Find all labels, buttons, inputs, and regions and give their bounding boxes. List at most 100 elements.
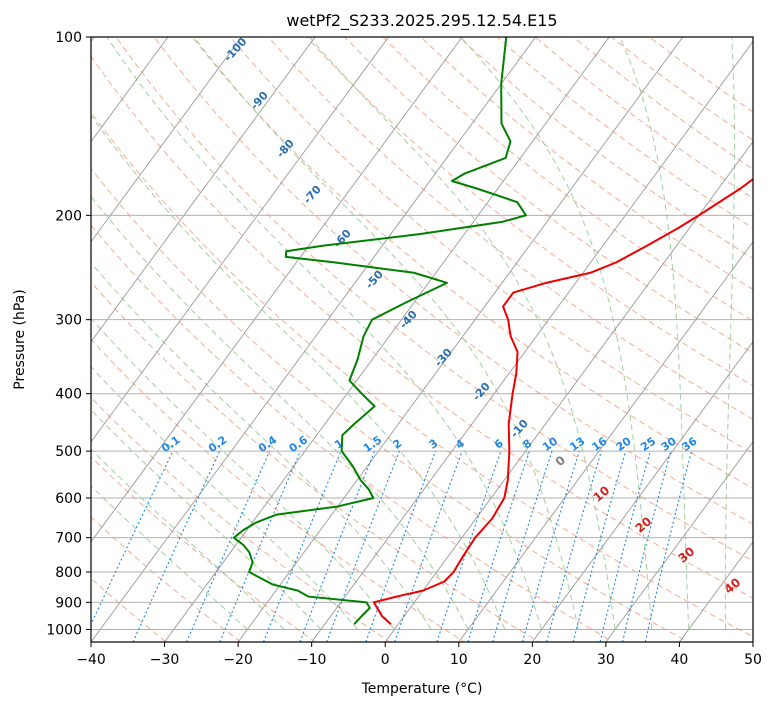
moist-adiabat-line: [91, 261, 432, 630]
wet-bulb-label: -90: [248, 89, 271, 113]
isotherm-line: [91, 37, 169, 143]
y-axis-label: Pressure (hPa): [12, 289, 28, 389]
dry-adiabat-line: [420, 37, 753, 290]
mixing-ratio-line: [365, 450, 437, 642]
mixing-ratio-line: [546, 450, 602, 642]
y-tick-label: 200: [55, 208, 82, 224]
y-tick-label: 600: [55, 491, 82, 507]
y-tick-label: 1000: [46, 622, 82, 638]
dry-adiabat-line: [91, 224, 615, 642]
x-tick-label: −40: [76, 652, 106, 668]
dry-adiabat-line: [534, 37, 753, 199]
y-tick-label: 300: [55, 313, 82, 329]
wet-bulb-label: -70: [301, 183, 324, 207]
isotherm-line: [678, 541, 753, 642]
moist-adiabat-line: [91, 485, 248, 630]
moist-adiabat-line: [106, 37, 543, 630]
isotherm-label: 20: [633, 514, 655, 535]
x-tick-label: −10: [297, 652, 327, 668]
moist-adiabat-line: [91, 317, 395, 630]
dry-adiabat-line: [229, 37, 753, 454]
wet-bulb-label: -80: [274, 137, 297, 161]
x-tick-label: 10: [450, 652, 468, 668]
mixing-ratio-line: [394, 450, 463, 642]
x-tick-label: 0: [381, 652, 390, 668]
mixing-ratio-line: [132, 450, 221, 642]
mixing-ratio-line: [186, 450, 271, 642]
temperature-profile-line: [372, 177, 753, 625]
mixing-ratio-line: [622, 450, 672, 642]
dry-adiabat-line: [91, 55, 753, 599]
mixing-ratio-line: [572, 450, 627, 642]
mixing-ratio-line: [91, 450, 174, 626]
isotherm-line: [91, 37, 316, 343]
dewpoint-profile-line: [232, 37, 527, 625]
mixing-ratio-line: [467, 450, 530, 642]
dry-adiabat-line: [91, 167, 690, 642]
y-tick-label: 500: [55, 444, 82, 460]
mixing-ratio-label: 0.2: [206, 433, 229, 455]
mixing-ratio-label: 6: [492, 437, 506, 452]
mixing-ratio-line: [599, 450, 651, 642]
wet-bulb-label: -30: [432, 346, 455, 370]
isotherm-line: [91, 37, 537, 642]
isotherm-line: [311, 40, 753, 642]
x-tick-label: 40: [671, 652, 689, 668]
isotherm-label: 0: [553, 453, 568, 469]
moist-adiabat-line: [619, 37, 690, 630]
dry-adiabat-line: [91, 396, 391, 642]
x-tick-label: 20: [523, 652, 541, 668]
isotherm-line: [605, 441, 753, 642]
isotherm-label: 30: [676, 544, 698, 565]
mixing-ratio-line: [436, 450, 502, 642]
x-tick-label: 50: [744, 652, 762, 668]
mixing-ratio-line: [299, 450, 376, 642]
mixing-ratio-line: [326, 450, 400, 642]
dry-adiabat-line: [91, 456, 317, 642]
moist-adiabat-line: [460, 37, 653, 630]
mixing-ratio-line: [219, 450, 301, 642]
mixing-ratio-label: 4: [453, 437, 467, 452]
isotherm-line: [531, 341, 753, 642]
isotherm-line: [91, 37, 243, 243]
wet-bulb-label: -40: [397, 308, 420, 332]
mixing-ratio-label: 1.5: [361, 433, 384, 455]
moist-adiabat-line: [91, 448, 285, 630]
mixing-ratio-line: [262, 450, 342, 642]
chart-title: wetPf2_S233.2025.295.12.54.E15: [286, 11, 557, 31]
mixing-ratio-line: [521, 450, 580, 642]
wet-bulb-label: -100: [221, 35, 249, 64]
isotherm-label: 40: [722, 575, 744, 596]
x-tick-label: −20: [223, 652, 253, 668]
isotherm-line: [91, 37, 390, 443]
isotherm-line: [163, 37, 610, 642]
mixing-ratio-label: 0.4: [256, 433, 280, 455]
dry-adiabat-line: [305, 37, 753, 387]
mixing-ratio-label: 8: [521, 437, 535, 452]
mixing-ratio-label: 2: [391, 437, 405, 452]
dry-adiabat-line: [91, 281, 541, 642]
y-tick-label: 400: [55, 387, 82, 403]
isotherm-line: [237, 37, 684, 642]
dry-adiabat-line: [91, 516, 242, 642]
mixing-ratio-label: 3: [427, 437, 441, 452]
y-tick-label: 900: [55, 595, 82, 611]
isotherm-label: 10: [591, 483, 613, 504]
y-tick-label: 700: [55, 531, 82, 547]
plot-frame: [90, 36, 754, 643]
mixing-ratio-label: 0.6: [287, 433, 311, 455]
dry-adiabat-line: [496, 37, 753, 229]
x-axis-label: Temperature (°C): [361, 681, 483, 697]
isotherm-line: [91, 37, 463, 543]
wet-bulb-label: -60: [331, 227, 354, 251]
isotherm-line: [458, 240, 753, 642]
dry-adiabat-line: [115, 37, 753, 562]
moist-adiabat-line: [91, 114, 506, 630]
dry-adiabat-line: [648, 37, 753, 113]
dry-adiabat-line: [344, 37, 753, 354]
mixing-ratio-label: 0.1: [159, 433, 182, 455]
dry-adiabat-line: [191, 37, 753, 489]
x-tick-label: −30: [150, 652, 180, 668]
